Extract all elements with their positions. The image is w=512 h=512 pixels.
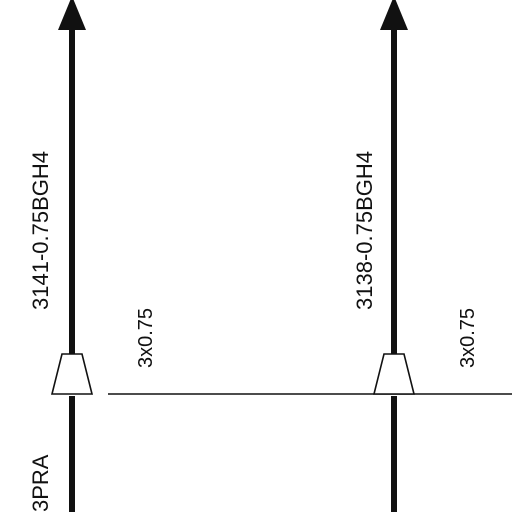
wire-right-cable-label: 3x0.75 [457,308,479,368]
wire-left-connector-symbol [50,353,94,395]
wire-left-bottom-label: 3PRA [28,454,53,512]
wire-left-wire-label: 3141-0.75BGH4 [28,151,53,310]
wire-right-connector-symbol [372,353,416,395]
wire-right-arrow-head [380,0,408,30]
wire-left-cable-label: 3x0.75 [135,308,157,368]
wire-left-arrow-head [58,0,86,30]
wire-right-wire-label: 3138-0.75BGH4 [352,151,377,310]
wire-left: 3141-0.75BGH4 3x0.75 3PRA [28,0,157,512]
wire-right: 3138-0.75BGH4 3x0.75 [352,0,479,512]
